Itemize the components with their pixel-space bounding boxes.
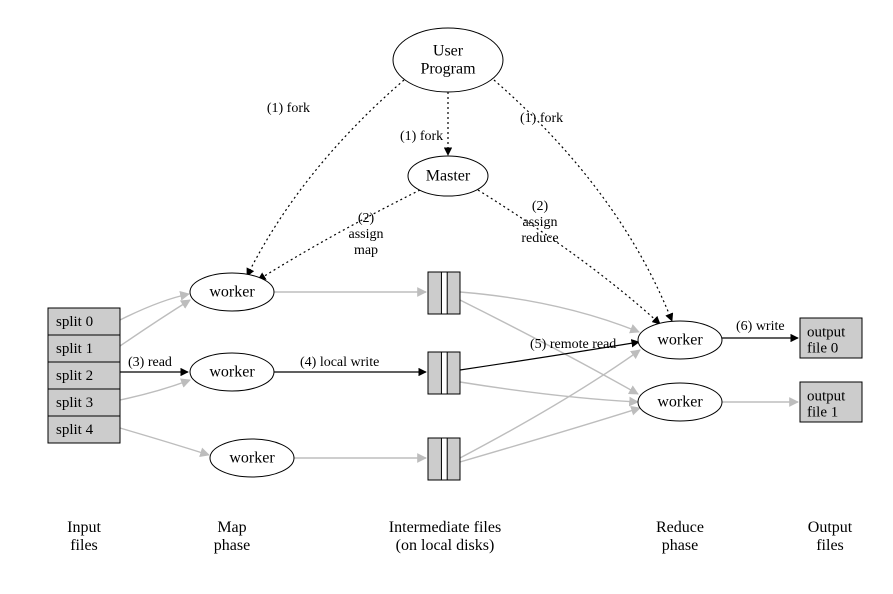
master-label: Master (426, 168, 471, 185)
user-program-label-2: Program (420, 61, 476, 78)
phase-label-4-line-1: Output (808, 519, 853, 536)
phase-label-0-line-1: Input (67, 519, 101, 536)
phase-label-3-line-2: phase (662, 537, 698, 554)
output-file-1-label-1: output (807, 388, 846, 404)
phase-label-1-line-1: Map (217, 519, 246, 536)
local-write-label: (4) local write (300, 355, 379, 370)
phase-label-4-line-2: files (816, 537, 844, 554)
reduce-worker-2-node: worker (638, 383, 722, 421)
remote-read-label: (5) remote read (530, 337, 616, 352)
output-file-0-label-2: file 0 (807, 340, 838, 356)
assign-map-label-1: (2) (358, 211, 375, 226)
output-files: outputfile 0outputfile 1 (800, 318, 862, 422)
input-splits: split 0 split 1 split 2 split 3 split 4 (48, 308, 120, 443)
phase-label-3-line-1: Reduce (656, 519, 704, 536)
user-program-label-1: User (433, 43, 464, 60)
phase-label-2-line-2: (on local disks) (396, 537, 495, 554)
input-split-1-label: split 1 (56, 341, 93, 357)
map-worker-1-label: worker (209, 284, 255, 301)
input-split-4-label: split 4 (56, 422, 94, 438)
assign-map-label-2: assign (349, 227, 384, 242)
user-program-node: User Program (393, 28, 503, 92)
input-split-3-label: split 3 (56, 395, 93, 411)
map-worker-3-label: worker (229, 450, 275, 467)
fork-mid-label: (1) fork (400, 129, 443, 144)
write-label: (6) write (736, 319, 785, 334)
phase-label-2-line-1: Intermediate files (389, 519, 501, 536)
reduce-worker-1-node: worker (638, 321, 722, 359)
reduce-worker-2-label: worker (657, 394, 703, 411)
phase-label-0-line-2: files (70, 537, 98, 554)
assign-reduce-label-3: reduce (521, 231, 558, 246)
read-label: (3) read (128, 355, 172, 370)
reduce-worker-1-label: worker (657, 332, 703, 349)
mapreduce-diagram: split 0 split 1 split 2 split 3 split 4 outp… (0, 0, 893, 594)
intermediate-file-0-divider (441, 272, 447, 314)
phase-label-1-line-2: phase (214, 537, 250, 554)
intermediate-file-1-divider (441, 352, 447, 394)
input-split-0-label: split 0 (56, 314, 93, 330)
intermediate-file-2-divider (441, 438, 447, 480)
phase-labels: InputfilesMapphaseIntermediate files(on … (67, 519, 853, 554)
assign-reduce-label-2: assign (523, 215, 558, 230)
assign-reduce-label-1: (2) (532, 199, 549, 214)
fork-left-label: (1) fork (267, 101, 310, 116)
map-worker-2-node: worker (190, 353, 274, 391)
assign-map-label-3: map (354, 243, 378, 258)
map-worker-3-node: worker (210, 439, 294, 477)
master-node: Master (408, 156, 488, 196)
map-worker-1-node: worker (190, 273, 274, 311)
output-file-1-label-2: file 1 (807, 404, 838, 420)
input-split-2-label: split 2 (56, 368, 93, 384)
intermediate-files (428, 272, 460, 480)
map-worker-2-label: worker (209, 364, 255, 381)
output-file-0-label-1: output (807, 324, 846, 340)
fork-right-label: (1) fork (520, 111, 563, 126)
